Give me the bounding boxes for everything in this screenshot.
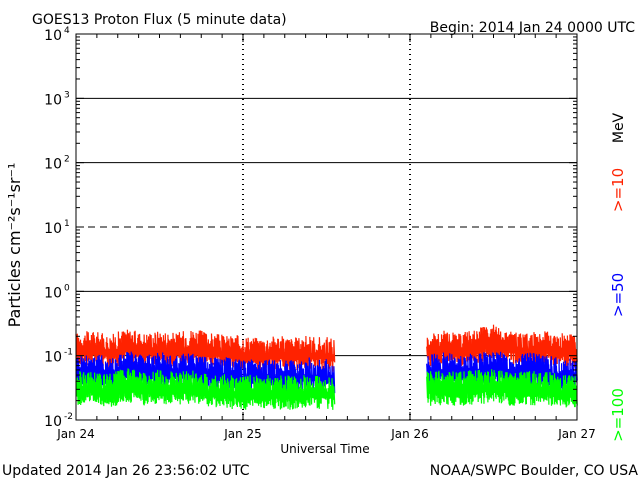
series-line xyxy=(426,369,578,408)
legend: >=100 >=50 >=10 MeV xyxy=(609,112,627,441)
x-tick-label: Jan 24 xyxy=(56,427,95,441)
y-tick-label: 10 xyxy=(44,414,62,430)
source-label: NOAA/SWPC Boulder, CO USA xyxy=(430,463,639,479)
y-tick-exponent: -1 xyxy=(64,348,73,358)
y-tick-label: 10 xyxy=(44,28,62,44)
legend-entry: >=10 xyxy=(609,168,627,212)
y-tick-label: 10 xyxy=(44,92,62,108)
y-tick-exponent: 0 xyxy=(64,283,70,293)
x-tick-labels: Jan 24 Jan 25 Jan 26 Jan 27 xyxy=(56,427,596,441)
plot-frame xyxy=(75,33,578,421)
chart-title: GOES13 Proton Flux (5 minute data) xyxy=(32,12,287,28)
legend-entry: >=100 xyxy=(609,388,627,442)
series-line xyxy=(426,324,578,369)
y-tick-exponent: 1 xyxy=(64,219,70,229)
x-tick-label: Jan 27 xyxy=(557,427,596,441)
y-axis-label: Particles cm⁻²s⁻¹sr⁻¹ xyxy=(5,163,24,328)
legend-unit: MeV xyxy=(611,112,627,143)
y-tick-label: 10 xyxy=(44,157,62,173)
x-tick-label: Jan 25 xyxy=(223,427,262,441)
series-line xyxy=(75,368,336,410)
y-tick-exponent: 2 xyxy=(64,155,70,165)
y-tick-label: 10 xyxy=(44,350,62,366)
y-tick-label: 10 xyxy=(44,221,62,237)
legend-entry: >=50 xyxy=(609,273,627,317)
x-tick-label: Jan 26 xyxy=(390,427,429,441)
y-tick-exponent: -2 xyxy=(64,412,73,422)
updated-label: Updated 2014 Jan 26 23:56:02 UTC xyxy=(2,463,250,479)
x-axis-label: Universal Time xyxy=(280,442,369,456)
y-tick-label: 10 xyxy=(44,285,62,301)
series-layer xyxy=(75,324,578,410)
y-tick-exponent: 4 xyxy=(64,26,70,36)
begin-label: Begin: 2014 Jan 24 0000 UTC xyxy=(430,20,635,36)
y-tick-exponent: 3 xyxy=(64,90,70,100)
